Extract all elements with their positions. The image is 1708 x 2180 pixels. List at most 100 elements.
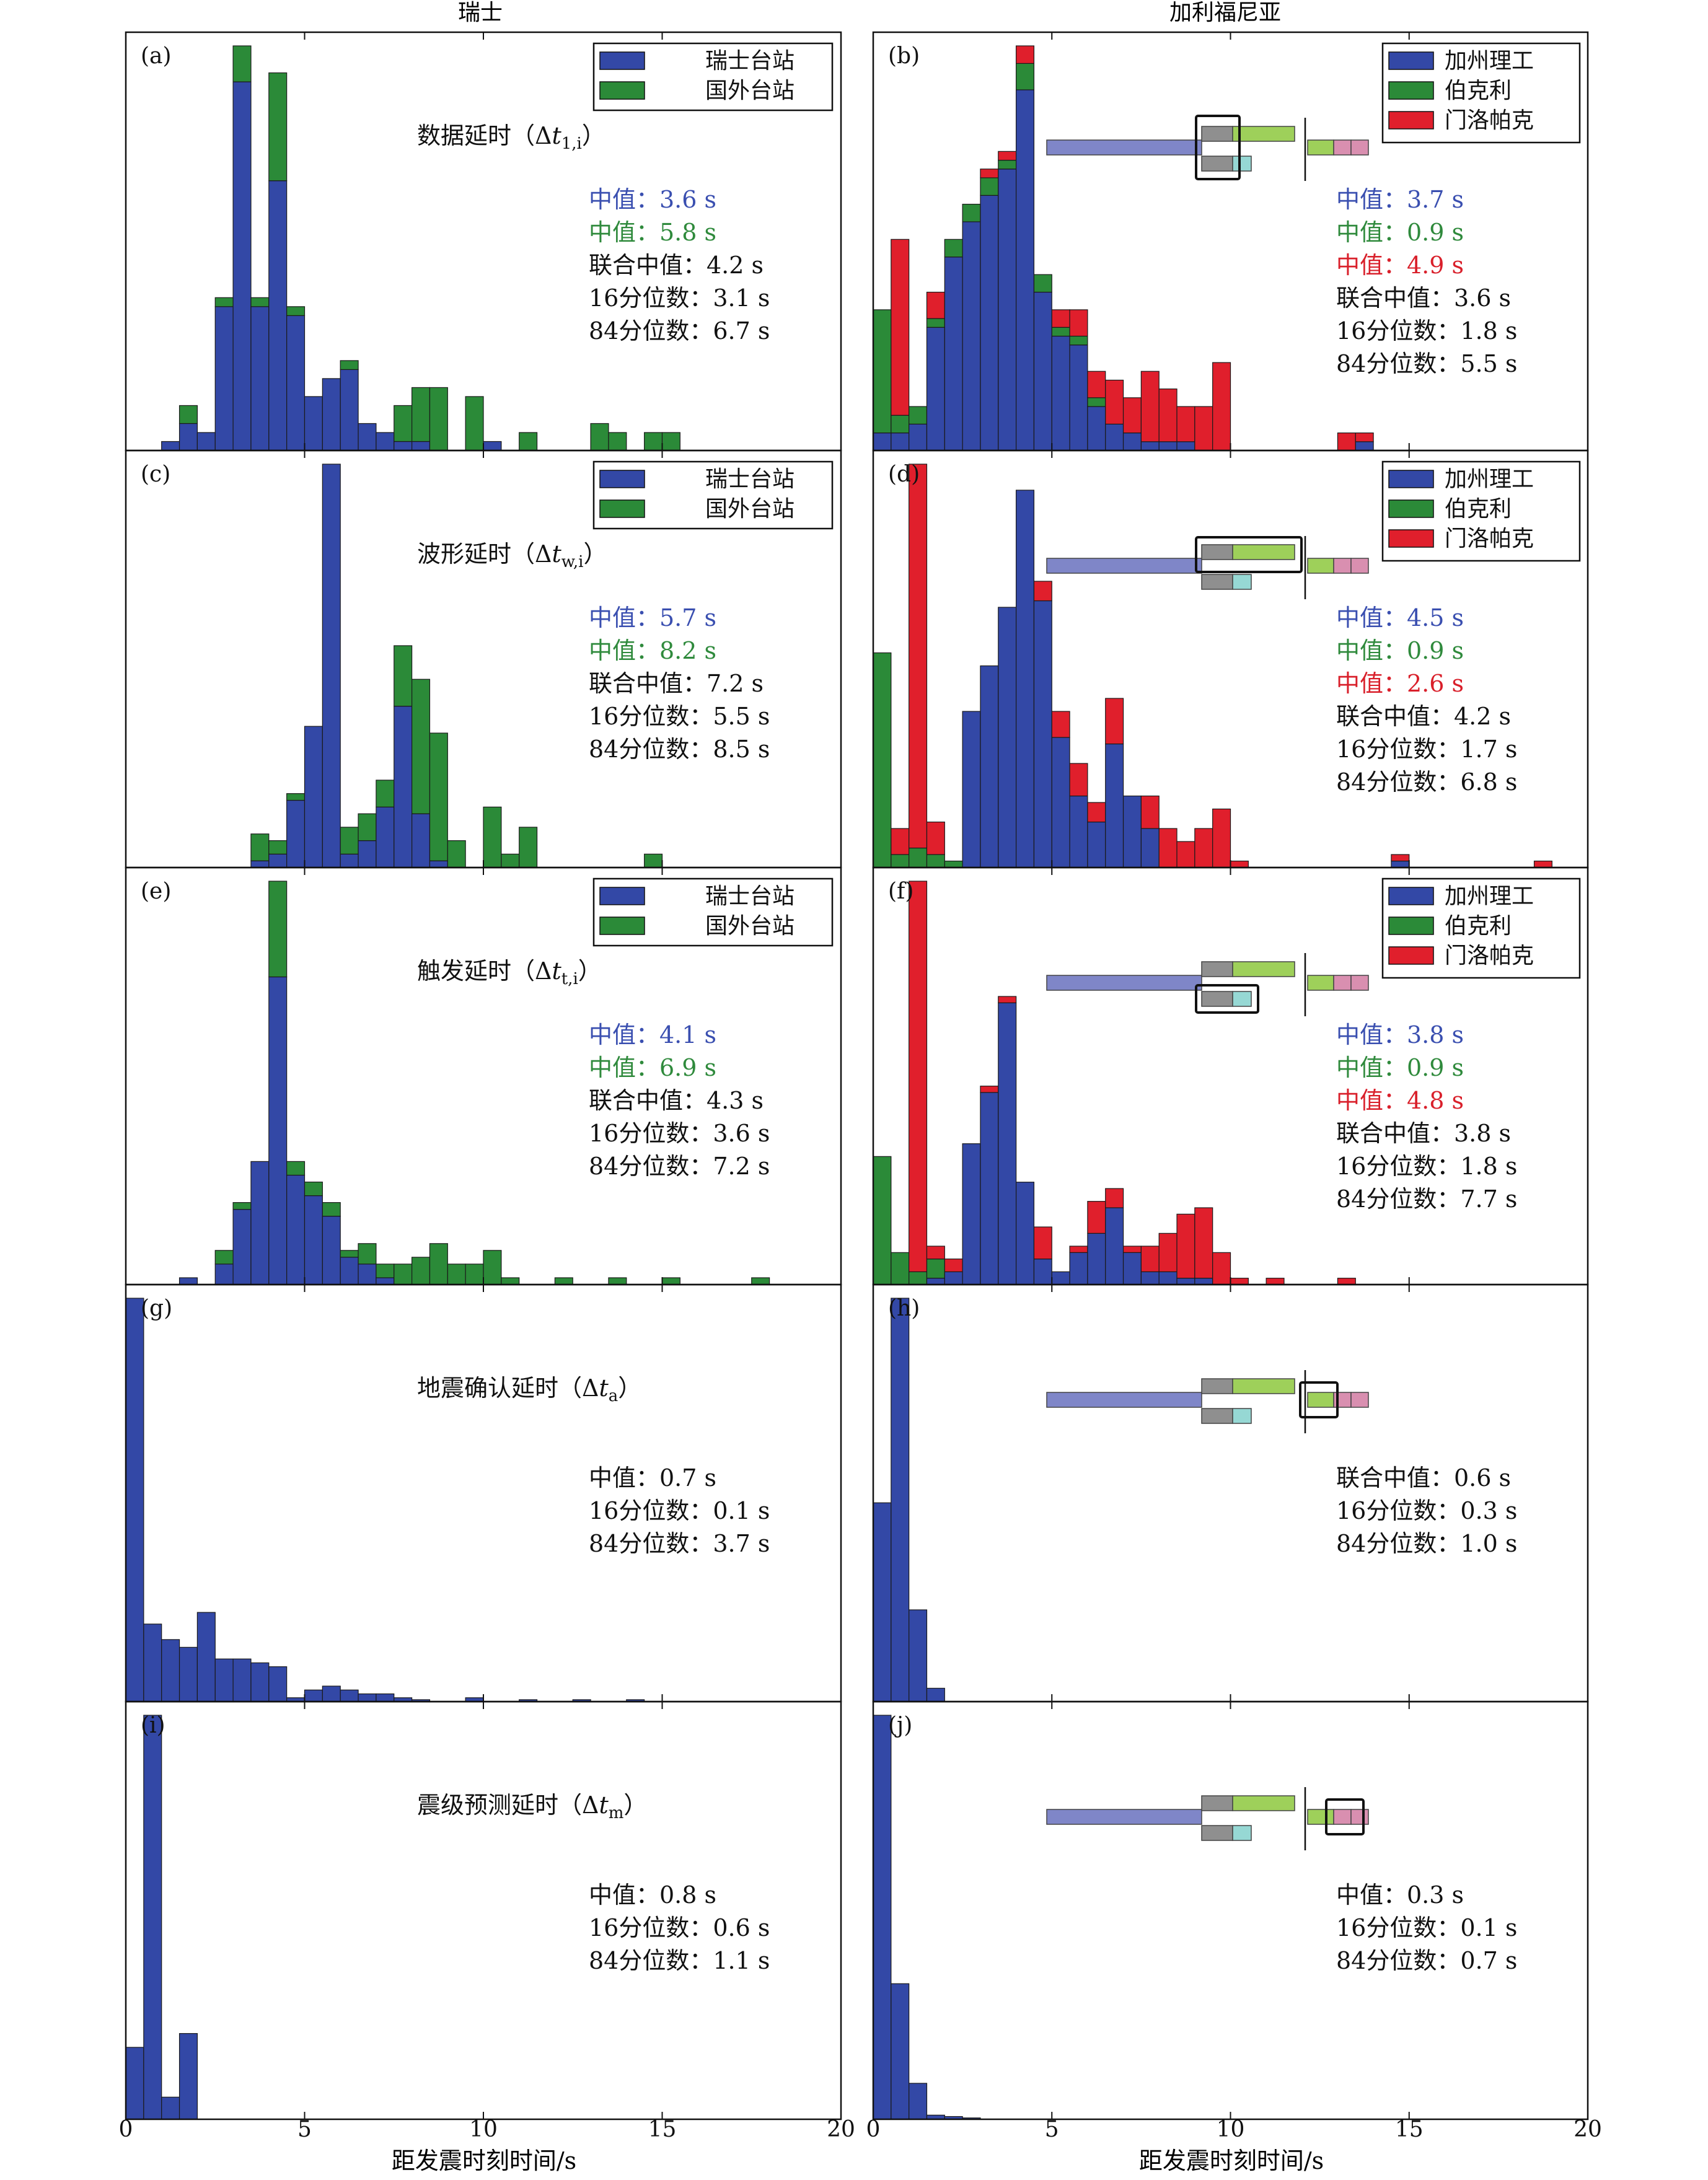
bar-f-加州理工-3 <box>980 1092 999 1285</box>
annotation-j-1: 16分位数：0.1 s <box>1336 1914 1517 1941</box>
bar-e-国外台站-12 <box>554 1277 573 1285</box>
legend-swatch-a-0 <box>599 51 645 70</box>
bar-a-国外台站-8.5 <box>429 387 448 451</box>
pipeline-segment-waveform-b <box>1232 126 1295 142</box>
legend-label-d-2: 门洛帕克 <box>1445 526 1534 552</box>
bar-b-门洛帕克-4 <box>1015 45 1035 64</box>
bar-f-门洛帕克-8 <box>1158 1233 1178 1272</box>
annotation-b-0: 中值：3.7 s <box>1336 186 1464 213</box>
pipeline-segment-magnitude-a <box>1333 139 1352 156</box>
bar-a-瑞士台站-6.5 <box>358 423 377 451</box>
annotation-a-3: 16分位数：3.1 s <box>589 284 770 312</box>
bar-d-伯克利-2 <box>944 860 963 868</box>
bar-c-瑞士台站-7.5 <box>394 705 413 868</box>
bar-f-加州理工-7 <box>1122 1252 1142 1285</box>
pipeline-highlight-b <box>1195 115 1241 180</box>
bar-a-国外台站-9.5 <box>465 396 484 451</box>
pipeline-schematic-h <box>1046 1370 1369 1433</box>
bar-b-加州理工-6 <box>1087 406 1106 451</box>
left-column-title: 瑞士 <box>458 0 503 25</box>
bar-b-门洛帕克-8.5 <box>1176 406 1195 442</box>
legend-label-b-1: 伯克利 <box>1445 78 1512 103</box>
legend-label-b-0: 加州理工 <box>1445 48 1534 74</box>
panel-j: (j) 中值：0.3 s 16分位数：0.1 s 84分位数：0.7 s <box>872 1700 1589 2121</box>
bar-d-门洛帕克-10 <box>1230 860 1249 868</box>
pipeline-segment-trigger-b <box>1232 156 1252 172</box>
right-column-title: 加利福尼亚 <box>1169 0 1281 25</box>
bar-c-国外台站-4 <box>268 840 288 855</box>
panel-frame-h <box>872 1283 1589 1703</box>
panel-e: (e) 触发延时（Δtt,i） 中值：4.1 s 中值：6.9 s 联合中值：4.3 s… <box>125 866 842 1286</box>
annotation-f-2: 中值：4.8 s <box>1336 1087 1464 1114</box>
annotation-c-4: 84分位数：8.5 s <box>589 736 770 763</box>
right-x-axis-label: 距发震时刻时间/s <box>1139 2147 1324 2174</box>
bar-h-加州理工-1 <box>909 1609 928 1702</box>
bar-b-门洛帕克-0.5 <box>891 239 910 416</box>
annotation-i-1: 16分位数：0.6 s <box>589 1914 770 1941</box>
pipeline-segment-magnitude-b <box>1350 1392 1369 1408</box>
bar-c-国外台站-6 <box>340 827 359 855</box>
annotation-j-0: 中值：0.3 s <box>1336 1881 1464 1909</box>
bar-d-加州理工-6 <box>1087 821 1106 868</box>
annotation-g-1: 16分位数：0.1 s <box>589 1497 770 1524</box>
legend-swatch-d-1 <box>1388 499 1434 518</box>
pipeline-segment-trigger-a <box>1201 991 1233 1007</box>
bar-d-门洛帕克-5.5 <box>1069 763 1088 797</box>
bar-f-加州理工-1.5 <box>926 1278 945 1285</box>
annotation-f-0: 中值：3.8 s <box>1336 1021 1464 1048</box>
pipeline-schematic-b <box>1046 115 1369 181</box>
bar-c-国外台站-8.5 <box>429 732 448 861</box>
bar-i-瑞士台站-1.5 <box>178 2033 198 2120</box>
bar-a-瑞士台站-7 <box>376 432 395 451</box>
bar-e-瑞士台站-5.5 <box>322 1216 341 1285</box>
x-tick-label: 10 <box>469 2117 498 2142</box>
bar-f-加州理工-5 <box>1051 1271 1070 1285</box>
legend-label-d-1: 伯克利 <box>1445 496 1512 522</box>
bar-b-加州理工-2 <box>944 257 963 451</box>
bar-f-加州理工-6.5 <box>1105 1207 1124 1285</box>
bar-e-瑞士台站-3.5 <box>250 1161 270 1285</box>
annotation-f-4: 16分位数：1.8 s <box>1336 1153 1517 1180</box>
annotation-b-1: 中值：0.9 s <box>1336 219 1464 246</box>
pipeline-segment-association <box>1307 139 1334 156</box>
pipeline-segment-waveform-b <box>1232 1795 1295 1811</box>
bar-b-门洛帕克-5 <box>1051 309 1070 328</box>
pipeline-segment-data <box>1046 558 1202 574</box>
annotation-a-4: 84分位数：6.7 s <box>589 317 770 345</box>
bar-b-加州理工-0.5 <box>891 433 910 451</box>
legend-swatch-f-1 <box>1388 916 1434 935</box>
panel-frame-i <box>125 1700 842 2121</box>
bar-f-加州理工-5.5 <box>1069 1252 1088 1285</box>
bar-f-门洛帕克-3.5 <box>998 996 1017 1003</box>
bar-d-门洛帕克-5 <box>1051 711 1070 738</box>
legend-label-f-0: 加州理工 <box>1445 884 1534 909</box>
bar-i-瑞士台站-0.5 <box>143 1715 162 2120</box>
bar-f-加州理工-2.5 <box>962 1143 981 1285</box>
bar-d-加州理工-5.5 <box>1069 795 1088 868</box>
bar-d-门洛帕克-4.5 <box>1033 581 1052 602</box>
bar-f-门洛帕克-7.5 <box>1140 1246 1160 1272</box>
bar-j-加州理工-1 <box>909 2083 928 2120</box>
panel-title-g: 地震确认延时（Δta） <box>417 1374 641 1405</box>
bar-a-瑞士台站-2 <box>196 432 216 451</box>
pipeline-segment-trigger-b <box>1232 1408 1252 1424</box>
bar-a-瑞士台站-7.5 <box>394 441 413 451</box>
bar-j-加州理工-0 <box>873 1715 892 2120</box>
bar-a-瑞士台站-6 <box>340 369 359 451</box>
annotation-e-1: 中值：6.9 s <box>589 1054 716 1081</box>
bar-a-国外台站-7.5 <box>394 405 413 442</box>
bar-b-加州理工-6.5 <box>1105 423 1124 451</box>
bar-e-国外台站-5.5 <box>322 1202 341 1217</box>
bar-d-伯克利-0.5 <box>891 854 910 868</box>
bar-c-瑞士台站-4.5 <box>286 799 306 868</box>
annotation-f-1: 中值：0.9 s <box>1336 1054 1464 1081</box>
pipeline-highlight-j <box>1325 1798 1365 1835</box>
bar-b-伯克利-3 <box>980 177 999 196</box>
annotation-c-2: 联合中值：7.2 s <box>589 670 764 697</box>
bar-e-国外台站-13.5 <box>608 1277 627 1285</box>
panel-title-e: 触发延时（Δtt,i） <box>417 957 602 988</box>
panel-i: (i) 震级预测延时（Δtm） 中值：0.8 s 16分位数：0.6 s 84分位数：1… <box>125 1700 842 2121</box>
legend-label-a-1: 国外台站 <box>705 78 795 103</box>
bar-a-瑞士台站-8 <box>411 441 431 451</box>
